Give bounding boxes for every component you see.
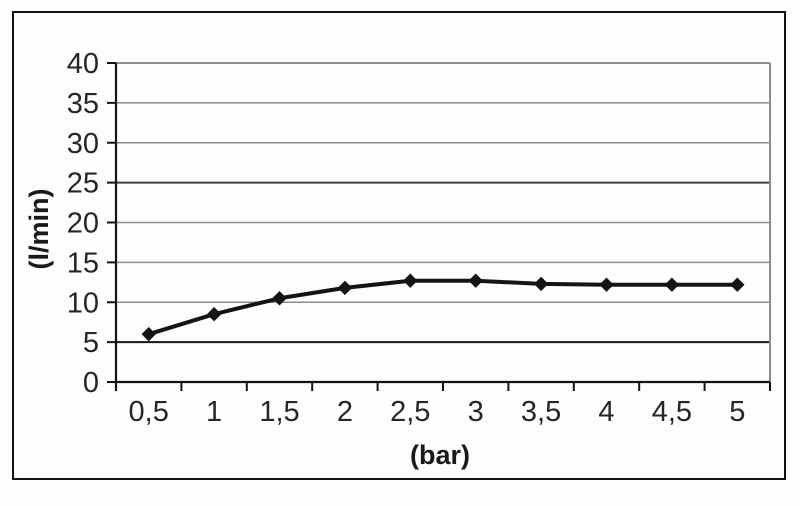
y-axis-tick-label: 30 <box>67 128 99 160</box>
data-line <box>146 278 740 337</box>
data-point-marker <box>337 280 353 296</box>
data-point-marker <box>730 277 745 292</box>
x-axis-tick-label: 2,5 <box>390 396 430 428</box>
data-point-marker <box>272 291 287 306</box>
x-axis-tick-label: 0,5 <box>129 396 169 428</box>
y-axis-tick-label: 20 <box>67 208 99 240</box>
outer-frame <box>12 11 786 480</box>
x-axis-tick-label: 3 <box>468 396 484 428</box>
y-axis-title: (l/min) <box>24 189 54 270</box>
x-axis-tick-label: 4,5 <box>652 396 692 428</box>
y-axis-tick-label: 35 <box>67 88 99 120</box>
data-point-marker <box>533 276 549 292</box>
y-axis-tick-label: 40 <box>67 48 99 80</box>
y-axis-tick-label: 15 <box>67 247 99 279</box>
y-axis-tick-label: 0 <box>83 367 99 399</box>
x-axis-tick-label: 3,5 <box>521 396 561 428</box>
plot-area: 0 5 10 15 20 25 30 35 40 0,5 1 1,5 2 2,5 3 3,5 4 4,5 5 <box>67 48 771 428</box>
data-point-marker <box>206 307 222 322</box>
x-axis-tick-label: 1,5 <box>259 396 299 428</box>
data-point-marker <box>468 273 483 288</box>
x-axis-title: (bar) <box>410 440 470 470</box>
x-axis-tick-label: 2 <box>337 396 353 428</box>
x-axis-tick-label: 5 <box>729 396 745 428</box>
x-axis-tick-label: 1 <box>206 396 222 428</box>
x-axis-tick-label: 4 <box>598 396 614 428</box>
y-axis-tick-label: 10 <box>67 287 99 319</box>
data-point-marker <box>599 277 614 292</box>
y-axis-tick-label: 25 <box>67 168 99 200</box>
data-point-marker <box>141 326 156 342</box>
y-axis-tick-label: 5 <box>83 327 99 359</box>
data-point-marker <box>664 277 680 292</box>
data-point-marker <box>403 273 418 288</box>
